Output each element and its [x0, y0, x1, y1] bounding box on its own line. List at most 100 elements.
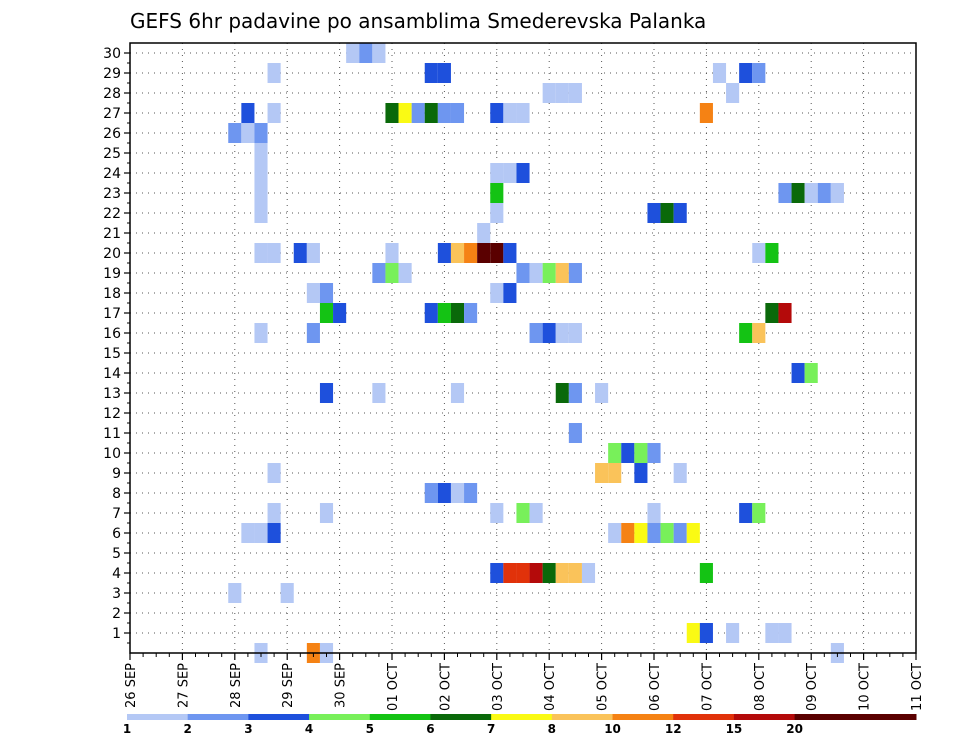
heatmap-cell	[398, 263, 412, 283]
heatmap-cell	[555, 263, 569, 283]
legend-label: 4	[305, 722, 313, 736]
y-tick-label: 11	[103, 426, 121, 442]
heatmap-cell	[254, 203, 268, 223]
heatmap-cell	[490, 243, 504, 263]
heatmap-cell	[450, 483, 465, 503]
heatmap-cell	[555, 323, 569, 343]
heatmap-cell	[686, 523, 700, 543]
heatmap-cell	[267, 523, 281, 543]
heatmap-cell	[346, 43, 360, 63]
heatmap-cell	[437, 303, 451, 323]
legend-label: 12	[665, 722, 682, 736]
heatmap-cell	[791, 183, 805, 203]
legend-label: 20	[786, 722, 803, 736]
heatmap-cell	[254, 523, 268, 543]
heatmap-cell	[608, 463, 622, 483]
heatmap-cell	[477, 223, 491, 243]
heatmap-cell	[254, 183, 268, 203]
heatmap-cell	[699, 103, 713, 123]
heatmap-cell	[254, 123, 268, 143]
heatmap-cell	[752, 63, 766, 83]
x-tick-label: 06 OCT	[648, 663, 663, 711]
heatmap-cell	[555, 383, 569, 403]
heatmap-cell	[228, 583, 242, 603]
heatmap-cell	[333, 303, 347, 323]
y-tick-label: 17	[103, 306, 121, 322]
heatmap-cell	[267, 243, 281, 263]
legend-swatch	[794, 714, 856, 720]
heatmap-cell	[568, 423, 582, 443]
heatmap-cell	[424, 63, 438, 83]
heatmap-cell	[411, 103, 425, 123]
heatmap-cell	[516, 503, 530, 523]
heatmap-cell	[516, 103, 530, 123]
heatmap-cell	[739, 63, 753, 83]
heatmap-cell	[542, 83, 556, 103]
heatmap-cell	[765, 303, 779, 323]
heatmap-cell	[647, 503, 661, 523]
y-tick-label: 22	[103, 206, 121, 222]
y-tick-label: 2	[112, 606, 121, 622]
heatmap-cell	[542, 563, 556, 583]
heatmap-cell	[752, 243, 766, 263]
legend-swatch	[369, 714, 431, 720]
x-tick-label: 04 OCT	[543, 663, 558, 711]
heatmap-cell	[372, 43, 386, 63]
heatmap-cell	[503, 563, 517, 583]
heatmap-cell	[634, 463, 648, 483]
heatmap-cell	[306, 283, 320, 303]
legend-swatch	[248, 714, 310, 720]
legend-label: 15	[726, 722, 743, 736]
heatmap-cell	[254, 143, 268, 163]
heatmap-cell	[568, 383, 582, 403]
y-tick-label: 4	[112, 566, 121, 582]
heatmap-cell	[739, 323, 753, 343]
x-tick-label: 10 OCT	[858, 663, 873, 711]
heatmap-cell	[267, 63, 281, 83]
heatmap-cell	[241, 523, 255, 543]
y-tick-label: 25	[103, 146, 121, 162]
heatmap-cell	[608, 523, 622, 543]
legend-swatch	[491, 714, 553, 720]
y-tick-label: 29	[103, 66, 121, 82]
heatmap-cell	[568, 263, 582, 283]
heatmap-cell	[437, 243, 451, 263]
heatmap-cell	[372, 383, 386, 403]
heatmap-cell	[241, 103, 255, 123]
heatmap-cell	[398, 103, 412, 123]
heatmap-cell	[490, 203, 504, 223]
heatmap-cell	[319, 383, 334, 403]
legend-label: 6	[426, 722, 434, 736]
heatmap-cell	[490, 103, 504, 123]
heatmap-cell	[437, 483, 451, 503]
heatmap-cell	[660, 203, 674, 223]
heatmap-cell	[542, 323, 556, 343]
heatmap-cell	[228, 123, 242, 143]
x-tick-label: 03 OCT	[491, 663, 506, 711]
heatmap-cell	[608, 443, 622, 463]
legend-swatch	[187, 714, 249, 720]
heatmap-cell	[267, 503, 281, 523]
y-tick-label: 10	[103, 446, 121, 462]
heatmap-cell	[464, 243, 478, 263]
heatmap-cell	[424, 103, 438, 123]
heatmap-cell	[778, 303, 792, 323]
heatmap-cell	[437, 63, 451, 83]
heatmap-cell	[503, 283, 517, 303]
heatmap-cell	[712, 63, 727, 83]
heatmap-cell	[490, 183, 504, 203]
heatmap-cell	[726, 83, 740, 103]
heatmap-cell	[686, 623, 700, 643]
x-tick-label: 02 OCT	[438, 663, 453, 711]
color-legend: 1 2 3 4 5 6 7 8 10 12 15 20	[123, 714, 917, 736]
heatmap-cell	[555, 563, 569, 583]
legend-swatch	[551, 714, 614, 720]
heatmap-cell	[450, 103, 465, 123]
heatmap-cell	[568, 323, 582, 343]
heatmap-cell	[791, 363, 805, 383]
heatmap-cell	[464, 483, 478, 503]
heatmap-cell	[293, 243, 307, 263]
x-tick-label: 26 SEP	[124, 663, 139, 708]
heatmap-cell	[241, 123, 255, 143]
